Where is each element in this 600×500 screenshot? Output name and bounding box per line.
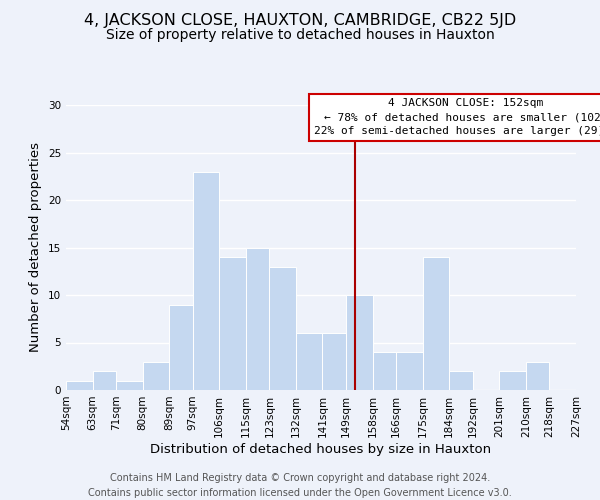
Bar xyxy=(193,172,219,390)
Bar xyxy=(449,371,473,390)
X-axis label: Distribution of detached houses by size in Hauxton: Distribution of detached houses by size … xyxy=(151,442,491,456)
Bar xyxy=(219,257,246,390)
Bar xyxy=(423,257,449,390)
Text: 4 JACKSON CLOSE: 152sqm
← 78% of detached houses are smaller (102)
22% of semi-d: 4 JACKSON CLOSE: 152sqm ← 78% of detache… xyxy=(314,98,600,136)
Bar xyxy=(143,362,169,390)
Text: Size of property relative to detached houses in Hauxton: Size of property relative to detached ho… xyxy=(106,28,494,42)
Bar xyxy=(169,304,193,390)
Text: 4, JACKSON CLOSE, HAUXTON, CAMBRIDGE, CB22 5JD: 4, JACKSON CLOSE, HAUXTON, CAMBRIDGE, CB… xyxy=(84,12,516,28)
Bar xyxy=(322,333,346,390)
Bar xyxy=(296,333,322,390)
Bar xyxy=(92,371,116,390)
Bar xyxy=(116,380,143,390)
Bar xyxy=(373,352,396,390)
Text: Contains HM Land Registry data © Crown copyright and database right 2024.
Contai: Contains HM Land Registry data © Crown c… xyxy=(88,472,512,498)
Bar xyxy=(269,266,296,390)
Bar xyxy=(396,352,423,390)
Bar xyxy=(526,362,550,390)
Bar xyxy=(246,248,269,390)
Bar xyxy=(499,371,526,390)
Y-axis label: Number of detached properties: Number of detached properties xyxy=(29,142,43,352)
Bar xyxy=(346,295,373,390)
Bar xyxy=(66,380,92,390)
